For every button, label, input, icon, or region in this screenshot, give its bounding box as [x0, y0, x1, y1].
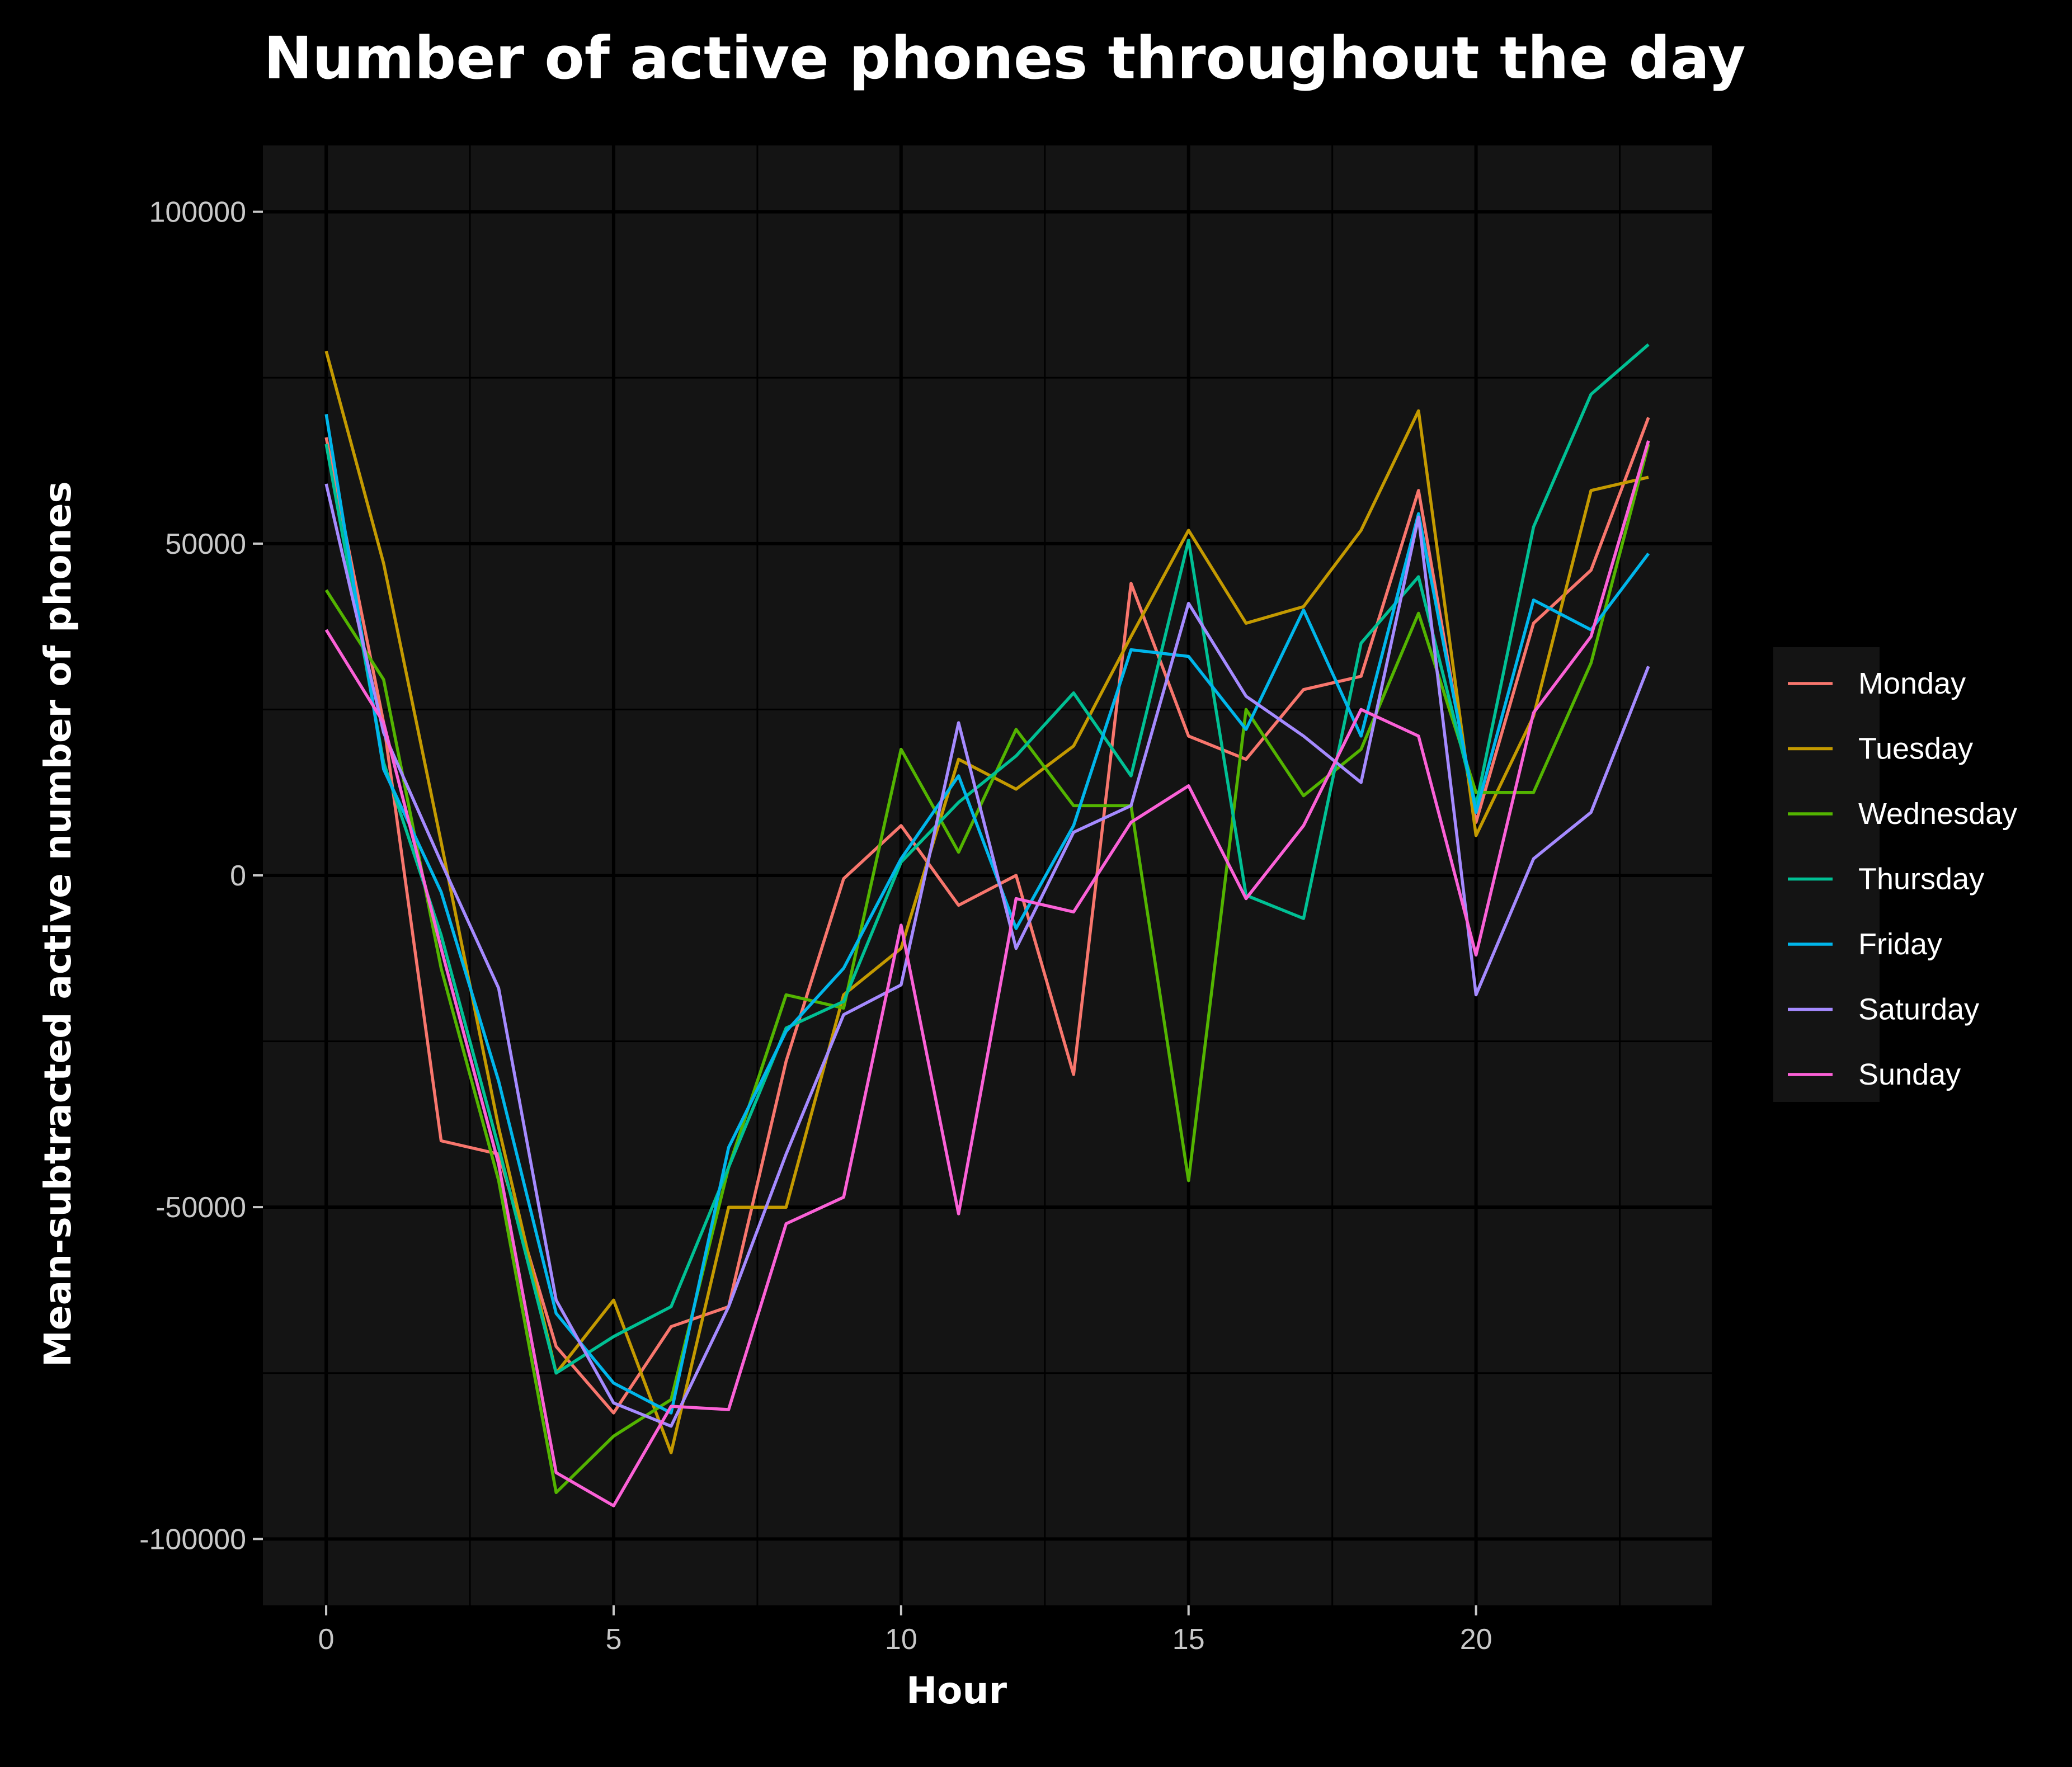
x-tick-label: 20 — [1460, 1623, 1492, 1656]
legend-background — [1773, 647, 1880, 1102]
legend-label-monday: Monday — [1858, 667, 1966, 700]
series-line-monday — [324, 417, 1650, 1415]
y-axis-title: Mean-subtracted active number of phones — [36, 481, 79, 1367]
x-tick-label: 15 — [1172, 1623, 1205, 1656]
chart-title: Number of active phones throughout the d… — [263, 24, 1745, 92]
x-tick-label: 0 — [318, 1623, 335, 1656]
y-tick-label: -100000 — [139, 1523, 246, 1556]
series-line-thursday — [324, 343, 1650, 1375]
x-axis: 0 5 10 15 20 — [318, 1605, 1492, 1656]
x-tick-label: 10 — [885, 1623, 917, 1656]
y-tick-label: 100000 — [149, 196, 246, 229]
legend-label-thursday: Thursday — [1858, 863, 1984, 896]
x-tick-label: 5 — [605, 1623, 621, 1656]
legend-label-wednesday: Wednesday — [1858, 797, 2017, 831]
legend: Monday Tuesday Wednesday Thursday Friday Satu… — [1773, 647, 2017, 1102]
x-axis-title: Hour — [906, 1669, 1007, 1712]
series-line-sunday — [324, 440, 1650, 1507]
legend-label-tuesday: Tuesday — [1858, 732, 1973, 766]
y-tick-label: -50000 — [156, 1191, 246, 1224]
series-line-wednesday — [324, 444, 1650, 1495]
y-tick-label: 0 — [230, 860, 246, 892]
legend-label-saturday: Saturday — [1858, 993, 1979, 1026]
y-axis: 100000 50000 0 -50000 -100000 — [139, 196, 263, 1556]
y-tick-label: 50000 — [165, 528, 246, 560]
legend-label-friday: Friday — [1858, 927, 1942, 961]
series-line-saturday — [324, 483, 1650, 1428]
legend-label-sunday: Sunday — [1858, 1058, 1961, 1091]
series-lines — [324, 343, 1650, 1507]
series-line-friday — [324, 414, 1650, 1415]
